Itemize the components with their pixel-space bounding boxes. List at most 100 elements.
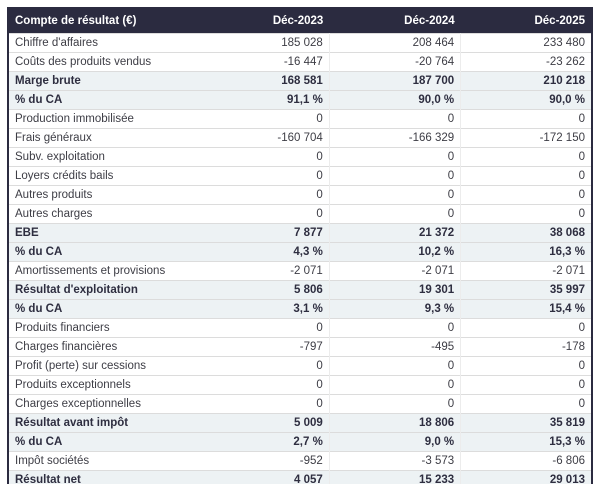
cell-value: 35 997: [460, 280, 592, 300]
row-label: % du CA: [8, 242, 198, 262]
row-label: % du CA: [8, 299, 198, 319]
row-label: Profit (perte) sur cessions: [8, 356, 198, 376]
header-account-column: Compte de résultat (€): [8, 8, 198, 34]
table-row: EBE 7 877 21 372 38 068: [8, 223, 592, 243]
cell-value: 0: [329, 394, 462, 414]
table-row: Charges financières -797 -495 -178: [8, 337, 592, 357]
cell-value: 5 009: [198, 413, 330, 433]
cell-value: 5 806: [198, 280, 330, 300]
cell-value: 0: [198, 394, 330, 414]
table-row: Produits exceptionnels 0 0 0: [8, 375, 592, 395]
cell-value: 0: [460, 394, 592, 414]
table-row: Profit (perte) sur cessions 0 0 0: [8, 356, 592, 376]
cell-value: 21 372: [329, 223, 462, 243]
table-row: Résultat avant impôt 5 009 18 806 35 819: [8, 413, 592, 433]
cell-value: -172 150: [460, 128, 592, 148]
table-header: Compte de résultat (€) Déc-2023 Déc-2024…: [8, 8, 592, 34]
table-row: Chiffre d'affaires 185 028 208 464 233 480: [8, 33, 592, 53]
cell-value: 0: [329, 356, 462, 376]
row-label: Charges exceptionnelles: [8, 394, 198, 414]
cell-value: 0: [460, 204, 592, 224]
cell-value: 210 218: [460, 71, 592, 91]
table-row: Coûts des produits vendus -16 447 -20 764-…: [8, 52, 592, 72]
row-label: Impôt sociétés: [8, 451, 198, 471]
header-dec-2025: Déc-2025: [460, 8, 592, 34]
cell-value: 0: [329, 109, 462, 129]
cell-value: -495: [329, 337, 462, 357]
table-row: Subv. exploitation 0 0 0: [8, 147, 592, 167]
row-label: Produits financiers: [8, 318, 198, 338]
row-label: Résultat net: [8, 470, 198, 484]
table-row: % du CA 3,1 % 9,3 % 15,4 %: [8, 299, 592, 319]
cell-value: -166 329: [329, 128, 462, 148]
table-row: Production immobilisée 0 0 0: [8, 109, 592, 129]
header-dec-2023: Déc-2023: [198, 8, 330, 34]
cell-value: 0: [329, 147, 462, 167]
cell-value: -6 806: [460, 451, 592, 471]
cell-value: -178: [460, 337, 592, 357]
cell-value: 0: [198, 318, 330, 338]
table-body: Chiffre d'affaires 185 028 208 464 233 480 C…: [8, 33, 592, 484]
cell-value: 0: [460, 166, 592, 186]
cell-value: 15 233: [329, 470, 462, 484]
cell-value: 0: [198, 375, 330, 395]
cell-value: 0: [198, 109, 330, 129]
row-label: Autres produits: [8, 185, 198, 205]
table-row: % du CA 4,3 % 10,2 % 16,3 %: [8, 242, 592, 262]
cell-value: 0: [460, 185, 592, 205]
cell-value: 19 301: [329, 280, 462, 300]
cell-value: 0: [198, 147, 330, 167]
cell-value: 4 057: [198, 470, 330, 484]
cell-value: 18 806: [329, 413, 462, 433]
table-row: Frais généraux -160 704 -166 329 -172 150: [8, 128, 592, 148]
cell-value: 0: [329, 375, 462, 395]
cell-value: -2 071: [329, 261, 462, 281]
cell-value: 91,1 %: [198, 90, 330, 110]
cell-value: -16 447: [198, 52, 330, 72]
cell-value: 168 581: [198, 71, 330, 91]
cell-value: 2,7 %: [198, 432, 330, 452]
cell-value: -23 262: [460, 52, 592, 72]
row-label: Marge brute: [8, 71, 198, 91]
cell-value: 10,2 %: [329, 242, 462, 262]
cell-value: -797: [198, 337, 330, 357]
cell-value: -2 071: [460, 261, 592, 281]
row-label: Production immobilisée: [8, 109, 198, 129]
income-statement-table-container: Compte de résultat (€) Déc-2023 Déc-2024…: [7, 7, 593, 484]
cell-value: -160 704: [198, 128, 330, 148]
cell-value: -2 071: [198, 261, 330, 281]
cell-value: 7 877: [198, 223, 330, 243]
row-label: Loyers crédits bails: [8, 166, 198, 186]
income-statement-table: Compte de résultat (€) Déc-2023 Déc-2024…: [7, 7, 593, 484]
table-row: Résultat d'exploitation 5 806 19 301 35 997: [8, 280, 592, 300]
cell-value: 0: [460, 109, 592, 129]
cell-value: 15,4 %: [460, 299, 592, 319]
row-label: Coûts des produits vendus: [8, 52, 198, 72]
cell-value: 4,3 %: [198, 242, 330, 262]
cell-value: 185 028: [198, 33, 330, 53]
table-row: Charges exceptionnelles 0 0 0: [8, 394, 592, 414]
table-row: Résultat net 4 057 15 233 29 013: [8, 470, 592, 484]
table-row: Amortissements et provisions -2 071 -2 071…: [8, 261, 592, 281]
cell-value: 35 819: [460, 413, 592, 433]
cell-value: -3 573: [329, 451, 462, 471]
table-row: Loyers crédits bails 0 0 0: [8, 166, 592, 186]
cell-value: -952: [198, 451, 330, 471]
table-row: Marge brute 168 581 187 700 210 218: [8, 71, 592, 91]
cell-value: 15,3 %: [460, 432, 592, 452]
header-dec-2024: Déc-2024: [329, 8, 461, 34]
cell-value: 0: [460, 375, 592, 395]
row-label: Chiffre d'affaires: [8, 33, 198, 53]
cell-value: 0: [460, 356, 592, 376]
cell-value: 90,0 %: [329, 90, 462, 110]
cell-value: 0: [198, 356, 330, 376]
cell-value: 9,0 %: [329, 432, 462, 452]
header-row: Compte de résultat (€) Déc-2023 Déc-2024…: [8, 8, 592, 34]
cell-value: 16,3 %: [460, 242, 592, 262]
cell-value: 9,3 %: [329, 299, 462, 319]
cell-value: 233 480: [460, 33, 592, 53]
row-label: % du CA: [8, 90, 198, 110]
table-row: % du CA 91,1 % 90,0 % 90,0 %: [8, 90, 592, 110]
cell-value: 90,0 %: [460, 90, 592, 110]
